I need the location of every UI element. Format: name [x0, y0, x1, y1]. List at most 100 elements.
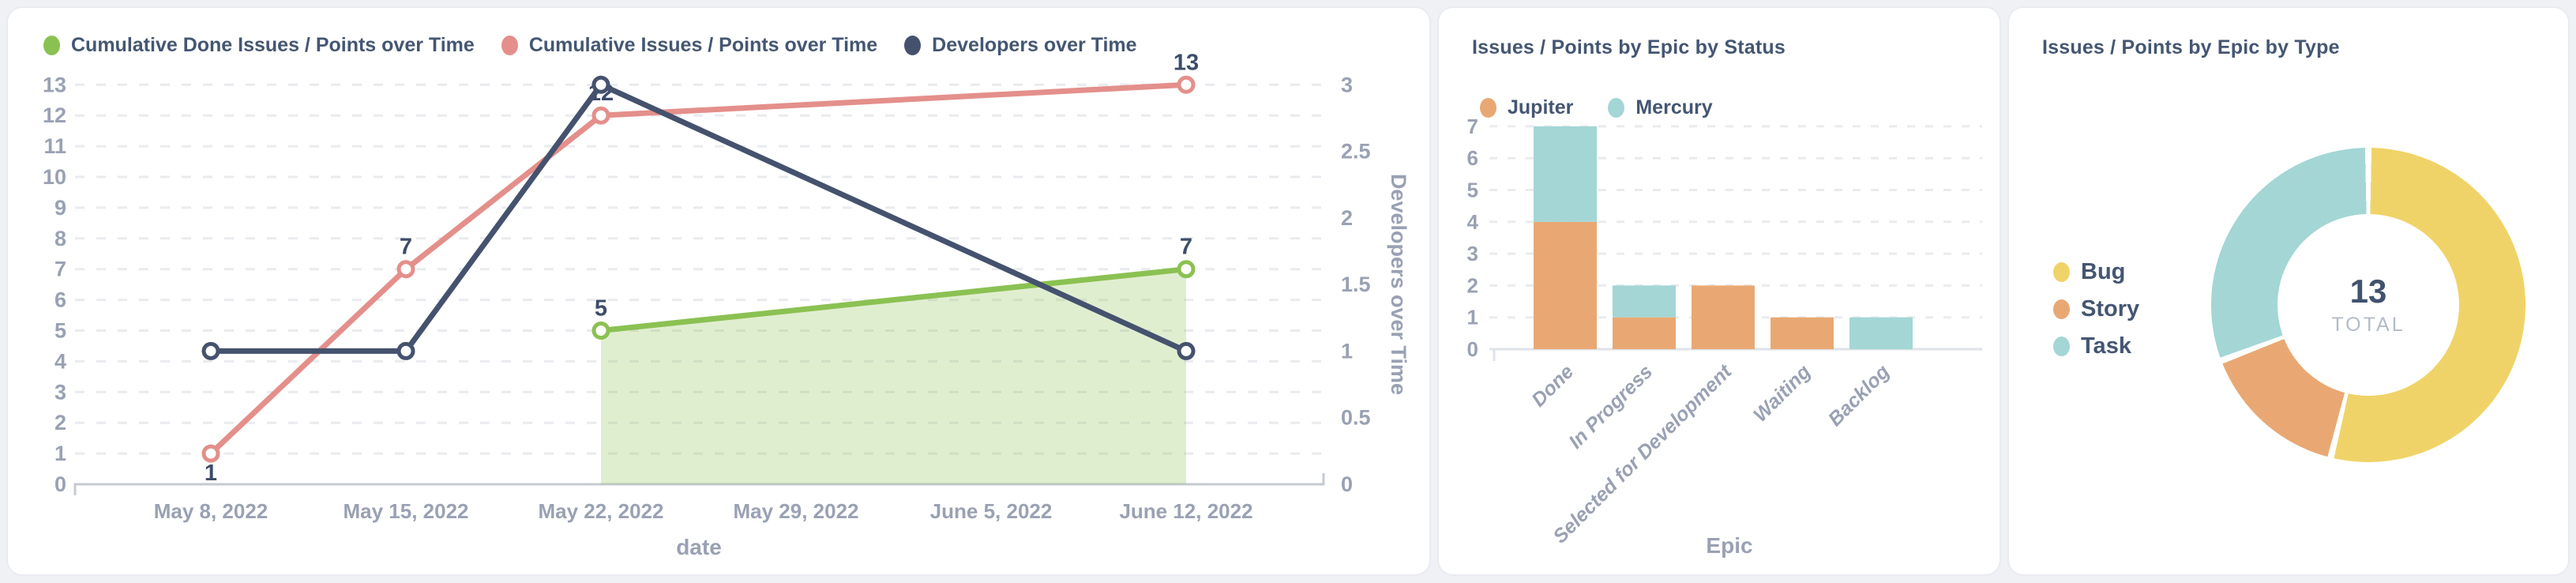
type-legend-item[interactable]: Task [2053, 333, 2139, 359]
svg-text:2.5: 2.5 [1341, 140, 1371, 164]
legend-item-label: Mercury [1635, 96, 1713, 118]
data-point [1177, 260, 1196, 279]
svg-text:3: 3 [1467, 242, 1478, 265]
svg-text:May 8, 2022: May 8, 2022 [154, 499, 268, 523]
svg-text:May 29, 2022: May 29, 2022 [733, 499, 858, 523]
legend-item-label: Task [2081, 333, 2131, 359]
status-card: Issues / Points by Epic by Status Jupite… [1439, 8, 2000, 574]
bar-segment [1613, 285, 1676, 318]
data-point [396, 341, 415, 360]
svg-text:2: 2 [1341, 206, 1353, 230]
data-point [201, 341, 220, 360]
svg-text:1: 1 [1467, 306, 1478, 329]
legend-dot-icon [2053, 299, 2070, 319]
category-label: Done [1527, 360, 1578, 411]
timeline-card: Cumulative Done Issues / Points over Tim… [8, 8, 1429, 574]
legend-dot-icon [904, 36, 922, 55]
svg-text:June 12, 2022: June 12, 2022 [1119, 499, 1252, 523]
data-point [591, 75, 610, 94]
svg-text:7: 7 [1467, 115, 1478, 138]
svg-text:7: 7 [54, 258, 66, 281]
legend-item-label: Bug [2081, 259, 2126, 284]
svg-text:10: 10 [43, 165, 66, 189]
svg-text:0.5: 0.5 [1341, 406, 1371, 430]
svg-text:6: 6 [1467, 146, 1478, 170]
legend-item-label: Developers over Time [932, 34, 1137, 56]
data-point [201, 444, 220, 463]
svg-text:0: 0 [1467, 337, 1478, 361]
data-point [1177, 75, 1196, 94]
type-legend: Bug Story Task [2053, 259, 2139, 359]
svg-text:5: 5 [1467, 179, 1478, 202]
status-legend: Jupiter Mercury [1480, 96, 1713, 119]
svg-text:0: 0 [1341, 472, 1353, 496]
svg-text:May 15, 2022: May 15, 2022 [343, 499, 468, 523]
donut-center: 13 TOTAL [2277, 214, 2459, 396]
svg-text:2: 2 [1467, 273, 1478, 297]
type-legend-item[interactable]: Bug [2053, 259, 2139, 285]
legend-item-label: Story [2081, 296, 2140, 322]
bar-x-axis-title: Epic [1706, 533, 1752, 558]
svg-text:11: 11 [43, 134, 66, 158]
legend-item-label: Cumulative Done Issues / Points over Tim… [71, 34, 475, 56]
bar-segment [1534, 126, 1597, 222]
svg-text:June 5, 2022: June 5, 2022 [930, 499, 1053, 523]
right-axis-title: Developers over Time [1387, 174, 1410, 395]
timeline-legend-item[interactable]: Cumulative Issues / Points over Time [501, 34, 877, 57]
x-axis-title: date [676, 535, 722, 559]
type-legend-item[interactable]: Story [2053, 296, 2139, 322]
status-legend-item[interactable]: Jupiter [1480, 96, 1573, 119]
legend-dot-icon [43, 36, 60, 55]
svg-text:0: 0 [54, 472, 66, 496]
data-point [1177, 341, 1196, 360]
point-value-label: 1 [205, 461, 217, 486]
legend-dot-icon [1480, 98, 1496, 118]
svg-text:3: 3 [1341, 73, 1353, 96]
timeline-chart[interactable]: 01234567891011121300.511.522.53Developer… [8, 8, 1429, 574]
timeline-legend-item[interactable]: Developers over Time [904, 34, 1137, 57]
svg-text:2: 2 [54, 411, 66, 434]
type-card: Issues / Points by Epic by Type Bug Story… [2009, 8, 2568, 574]
bar-segment [1534, 221, 1597, 349]
status-legend-item[interactable]: Mercury [1608, 96, 1713, 119]
data-point [396, 260, 415, 279]
svg-text:6: 6 [54, 288, 66, 312]
svg-text:1: 1 [54, 442, 66, 465]
bar-segment [1849, 317, 1913, 349]
svg-text:8: 8 [54, 227, 66, 250]
data-point [591, 322, 610, 340]
bar-segment [1692, 285, 1755, 349]
bar-segment [1771, 317, 1834, 349]
svg-text:4: 4 [1467, 210, 1479, 234]
svg-text:3: 3 [54, 380, 66, 404]
category-label: Backlog [1824, 360, 1894, 431]
svg-text:1.5: 1.5 [1341, 273, 1371, 296]
point-value-label: 7 [400, 235, 412, 260]
svg-text:13: 13 [43, 73, 66, 96]
timeline-legend-item[interactable]: Cumulative Done Issues / Points over Tim… [43, 34, 475, 57]
svg-text:12: 12 [43, 103, 66, 127]
legend-dot-icon [2053, 262, 2070, 282]
status-card-title: Issues / Points by Epic by Status [1472, 36, 1786, 58]
point-value-label: 7 [1180, 235, 1192, 260]
legend-item-label: Jupiter [1508, 96, 1574, 118]
point-value-label: 5 [595, 296, 607, 322]
legend-dot-icon [2053, 337, 2070, 356]
legend-item-label: Cumulative Issues / Points over Time [528, 34, 878, 56]
svg-text:9: 9 [54, 196, 66, 220]
category-label: Waiting [1749, 360, 1815, 426]
type-card-title: Issues / Points by Epic by Type [2042, 36, 2340, 58]
timeline-legend: Cumulative Done Issues / Points over Tim… [43, 34, 1137, 57]
data-point [591, 106, 610, 125]
donut-total-value: 13 [2349, 273, 2387, 310]
type-donut-chart[interactable]: 13 TOTAL [2211, 148, 2525, 462]
legend-dot-icon [1608, 98, 1625, 118]
bar-segment [1613, 317, 1676, 349]
svg-text:5: 5 [54, 319, 66, 343]
svg-text:1: 1 [1341, 339, 1353, 363]
point-value-label: 13 [1173, 50, 1199, 75]
svg-text:May 22, 2022: May 22, 2022 [538, 499, 663, 523]
legend-dot-icon [501, 36, 518, 55]
